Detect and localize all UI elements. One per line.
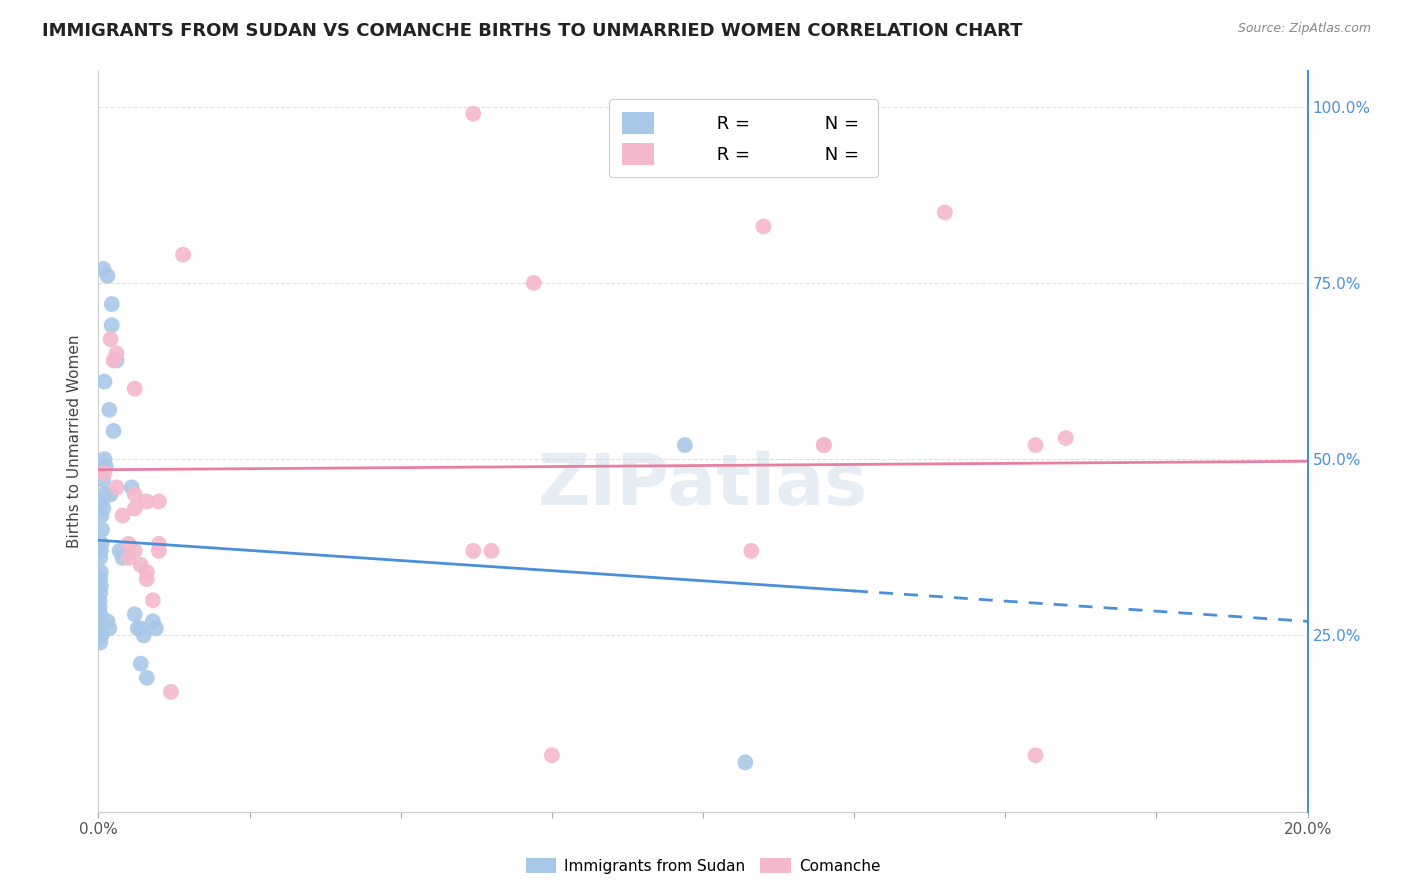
Text: R =: R =	[666, 102, 706, 120]
Point	[752, 219, 775, 234]
Point	[1024, 438, 1046, 452]
Point	[118, 537, 141, 551]
Point	[1024, 748, 1046, 763]
Point	[148, 494, 170, 508]
Point	[89, 586, 111, 600]
Legend: Immigrants from Sudan, Comanche: Immigrants from Sudan, Comanche	[520, 852, 886, 880]
Point	[1054, 431, 1077, 445]
Point	[463, 106, 485, 120]
Point	[145, 621, 167, 635]
Point	[129, 621, 152, 635]
Point	[135, 572, 157, 586]
Point	[94, 459, 117, 474]
Point	[129, 657, 152, 671]
Point	[124, 607, 146, 622]
Point	[96, 268, 118, 283]
Y-axis label: Births to Unmarried Women: Births to Unmarried Women	[67, 334, 83, 549]
Point	[105, 346, 128, 360]
Point	[160, 685, 183, 699]
Point	[135, 671, 157, 685]
Point	[91, 473, 114, 487]
Point	[813, 438, 835, 452]
Point	[100, 297, 122, 311]
Point	[89, 550, 111, 565]
Point	[934, 205, 956, 219]
Point	[111, 508, 134, 523]
Text: R =: R =	[666, 146, 706, 164]
Point	[142, 615, 165, 629]
Text: N =: N =	[782, 146, 834, 164]
Point	[463, 544, 485, 558]
Point	[93, 452, 115, 467]
Point	[132, 628, 155, 642]
Point	[96, 615, 118, 629]
Point	[100, 332, 122, 346]
Point	[90, 508, 112, 523]
Point	[740, 544, 762, 558]
Text: 0.014: 0.014	[716, 146, 772, 164]
Point	[91, 501, 114, 516]
Point	[90, 565, 112, 579]
Point	[90, 544, 112, 558]
Point	[89, 635, 111, 649]
Point	[89, 615, 111, 629]
Point	[481, 544, 503, 558]
Point	[91, 494, 114, 508]
Point	[172, 248, 194, 262]
Point	[135, 494, 157, 508]
Point	[105, 480, 128, 494]
Point	[734, 756, 756, 770]
Text: 24: 24	[824, 146, 849, 164]
Text: ZIPatlas: ZIPatlas	[538, 451, 868, 520]
Point	[98, 621, 121, 635]
Point	[111, 550, 134, 565]
Point	[124, 544, 146, 558]
Text: N =: N =	[782, 102, 834, 120]
Point	[673, 438, 696, 452]
Point	[93, 487, 115, 501]
Text: Source: ZipAtlas.com: Source: ZipAtlas.com	[1237, 22, 1371, 36]
Point	[100, 487, 122, 501]
Point	[100, 318, 122, 333]
Point	[91, 523, 114, 537]
Point	[540, 748, 562, 763]
Point	[129, 558, 152, 572]
Legend:          R =             N = ,          R =             N = : R = N = , R = N =	[609, 99, 877, 178]
Point	[813, 438, 835, 452]
Point	[89, 572, 111, 586]
Point	[124, 382, 146, 396]
Point	[93, 467, 115, 481]
Point	[103, 353, 125, 368]
Point	[90, 537, 112, 551]
Point	[89, 621, 111, 635]
Text: -0.083: -0.083	[713, 102, 778, 120]
Point	[91, 261, 114, 276]
Point	[93, 375, 115, 389]
Point	[148, 537, 170, 551]
Point	[121, 480, 143, 494]
Point	[148, 544, 170, 558]
Point	[108, 544, 131, 558]
Point	[127, 621, 149, 635]
Point	[135, 565, 157, 579]
Point	[89, 607, 111, 622]
Point	[523, 276, 546, 290]
Point	[98, 402, 121, 417]
Point	[118, 550, 141, 565]
Point	[90, 579, 112, 593]
Text: 46: 46	[824, 102, 849, 120]
Point	[103, 424, 125, 438]
Point	[142, 593, 165, 607]
Point	[89, 600, 111, 615]
Point	[105, 353, 128, 368]
Point	[124, 487, 146, 501]
Point	[124, 501, 146, 516]
Point	[89, 593, 111, 607]
Text: IMMIGRANTS FROM SUDAN VS COMANCHE BIRTHS TO UNMARRIED WOMEN CORRELATION CHART: IMMIGRANTS FROM SUDAN VS COMANCHE BIRTHS…	[42, 22, 1022, 40]
Point	[90, 628, 112, 642]
